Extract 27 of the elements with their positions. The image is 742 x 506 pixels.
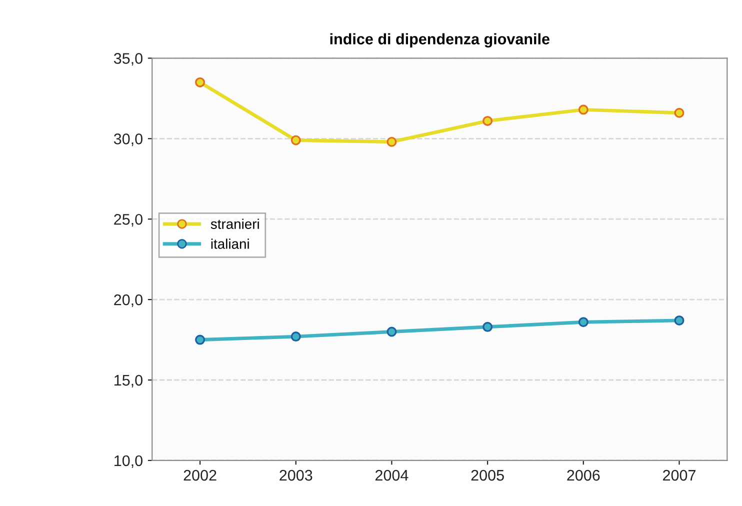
y-tick-label: 10,0 <box>114 455 142 468</box>
x-tick-label: 2002 <box>184 470 216 481</box>
y-tick-label: 15,0 <box>114 374 142 388</box>
x-tick-label: 2004 <box>375 470 408 481</box>
point <box>290 332 301 342</box>
x-tick-label: 2003 <box>280 470 312 481</box>
chart-title: indice di dipendenza giovanile <box>330 33 550 48</box>
legend-label: italiani <box>211 238 249 249</box>
point <box>386 136 397 147</box>
x-tick-label: 2005 <box>471 470 504 481</box>
point <box>482 322 493 332</box>
x-tick-label: 2006 <box>567 470 600 481</box>
point <box>578 104 588 115</box>
y-tick-label: 35,0 <box>114 53 142 66</box>
point <box>195 334 206 345</box>
point <box>290 135 301 146</box>
point <box>578 317 588 328</box>
point <box>195 77 206 88</box>
y-tick-label: 20,0 <box>114 294 142 308</box>
legend-label: stranieri <box>210 218 259 229</box>
x-tick-label: 2007 <box>663 470 696 481</box>
point <box>674 108 684 118</box>
point <box>386 326 397 337</box>
y-tick-label: 25,0 <box>114 214 142 227</box>
point <box>482 116 493 126</box>
y-tick-label: 30,0 <box>114 134 142 146</box>
point <box>674 315 684 326</box>
